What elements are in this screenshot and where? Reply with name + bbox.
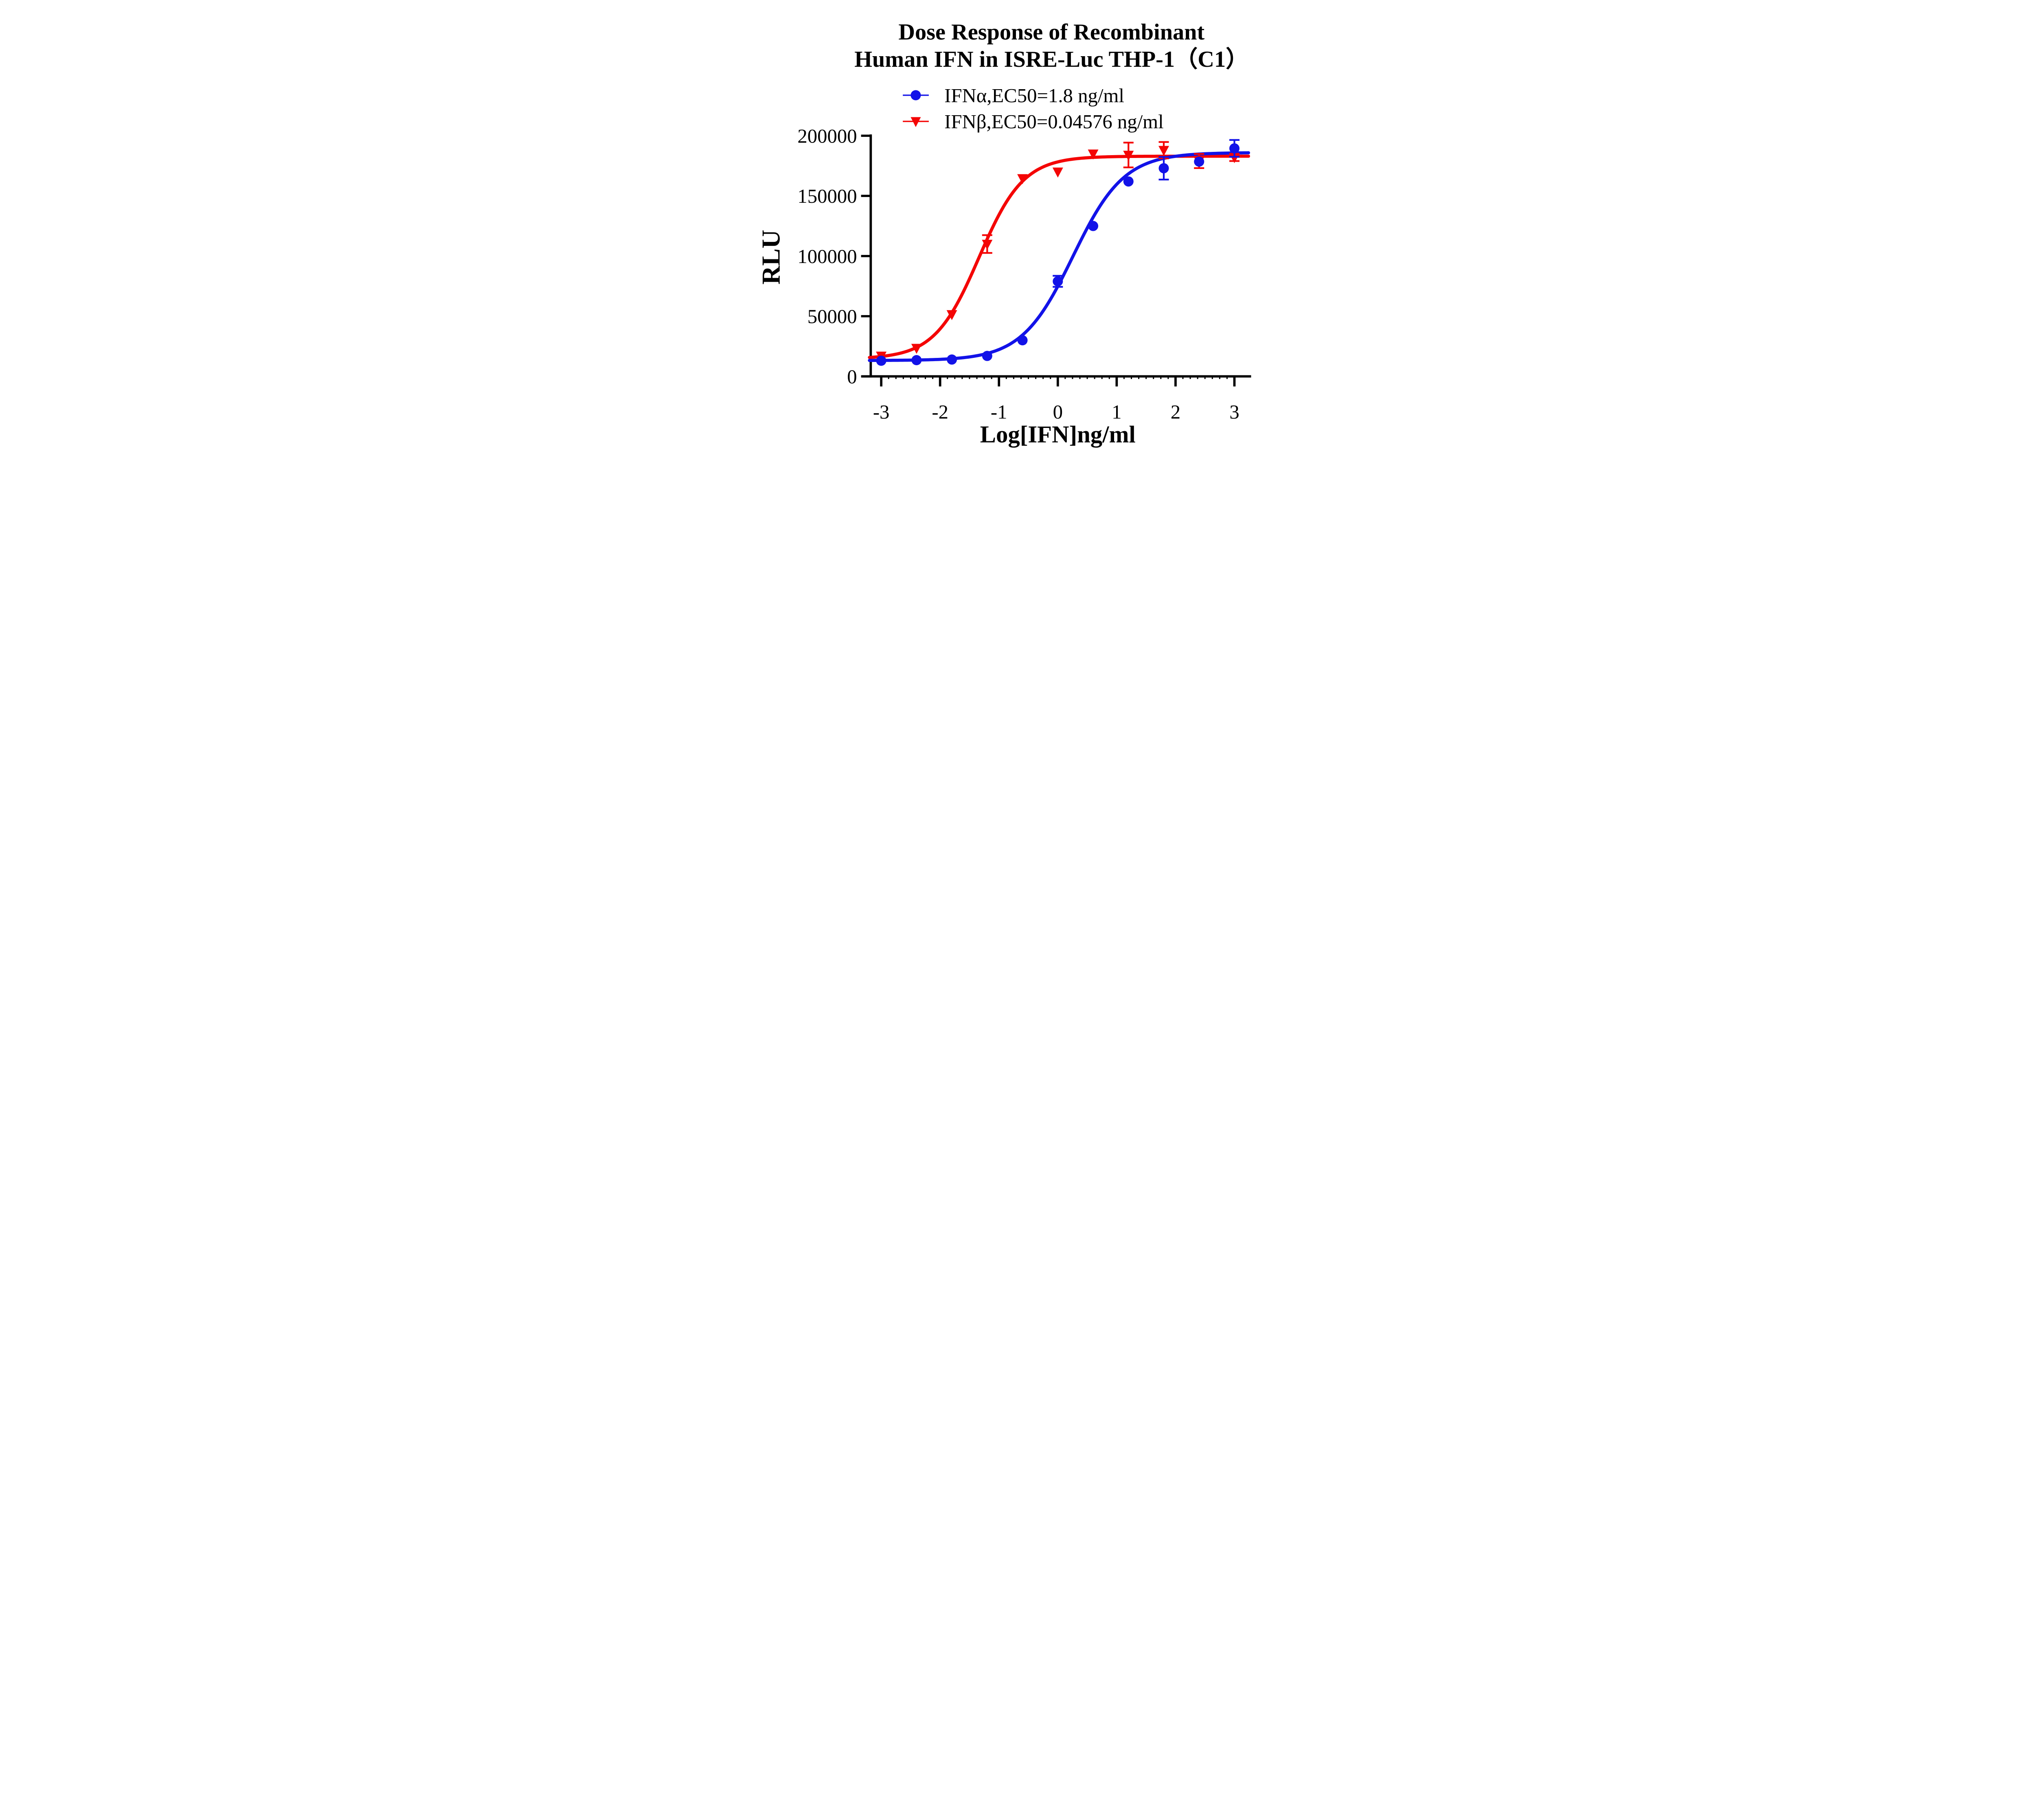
x-tick-label: -3 xyxy=(873,401,889,423)
data-point-ifn-beta xyxy=(1229,153,1240,163)
data-point-ifn-alpha xyxy=(1088,221,1098,231)
legend: IFNα,EC50=1.8 ng/ml IFNβ,EC50=0.04576 ng… xyxy=(902,85,1163,133)
fit-curve-ifn-alpha xyxy=(867,151,1250,362)
y-tick-label: 50000 xyxy=(807,306,857,328)
x-axis-title: Log[IFN]ng/ml xyxy=(980,421,1135,448)
data-point-ifn-alpha xyxy=(982,351,992,361)
data-point-ifn-beta xyxy=(981,239,992,250)
plot-area xyxy=(867,139,1250,366)
data-point-ifn-beta xyxy=(1088,149,1099,160)
data-point-ifn-alpha xyxy=(1052,276,1063,287)
data-point-ifn-alpha xyxy=(911,355,921,366)
legend-label-ifn-alpha: IFNα,EC50=1.8 ng/ml xyxy=(944,85,1124,107)
data-point-ifn-beta xyxy=(911,344,922,354)
data-point-ifn-alpha xyxy=(946,354,957,365)
data-point-ifn-beta xyxy=(1052,167,1063,178)
legend-triangle-marker-icon xyxy=(910,117,921,127)
legend-circle-marker-icon xyxy=(910,90,921,101)
x-tick-label: -2 xyxy=(932,401,948,423)
x-tick-label: -1 xyxy=(990,401,1007,423)
data-point-ifn-alpha xyxy=(1229,143,1240,153)
data-point-ifn-beta xyxy=(1158,146,1169,156)
chart-title-line2: Human IFN in ISRE-Luc THP-1（C1） xyxy=(854,46,1248,72)
chart-canvas: Dose Response of Recombinant Human IFN i… xyxy=(756,20,1251,448)
data-point-ifn-beta xyxy=(1123,151,1134,161)
fit-curve-ifn-beta xyxy=(867,154,1250,359)
y-tick-label: 100000 xyxy=(797,246,857,268)
data-point-ifn-alpha xyxy=(1194,156,1204,167)
chart-title-line1: Dose Response of Recombinant xyxy=(898,20,1204,45)
data-point-ifn-alpha xyxy=(1158,163,1169,173)
legend-item-ifn-beta: IFNβ,EC50=0.04576 ng/ml xyxy=(902,111,1163,133)
x-tick-label: 1 xyxy=(1112,401,1121,423)
legend-label-ifn-beta: IFNβ,EC50=0.04576 ng/ml xyxy=(944,111,1163,133)
legend-item-ifn-alpha: IFNα,EC50=1.8 ng/ml xyxy=(902,85,1124,107)
data-point-ifn-alpha xyxy=(1123,176,1134,187)
y-tick-label: 200000 xyxy=(797,125,857,147)
data-point-ifn-alpha xyxy=(876,355,886,366)
y-axis-title: RLU xyxy=(756,230,785,285)
data-point-ifn-beta xyxy=(1017,174,1028,184)
x-tick-label: 2 xyxy=(1170,401,1180,423)
y-tick-label: 150000 xyxy=(797,185,857,207)
axis-ticks: -3 -2 -1 0 1 2 3 0 50000 100000 150000 200000 xyxy=(797,125,1239,423)
x-tick-label: 0 xyxy=(1053,401,1062,423)
dose-response-figure: Dose Response of Recombinant Human IFN i… xyxy=(746,0,1290,455)
y-tick-label: 0 xyxy=(847,366,857,388)
data-point-ifn-alpha xyxy=(1017,335,1028,346)
x-tick-label: 3 xyxy=(1229,401,1239,423)
data-point-ifn-beta xyxy=(946,310,957,320)
